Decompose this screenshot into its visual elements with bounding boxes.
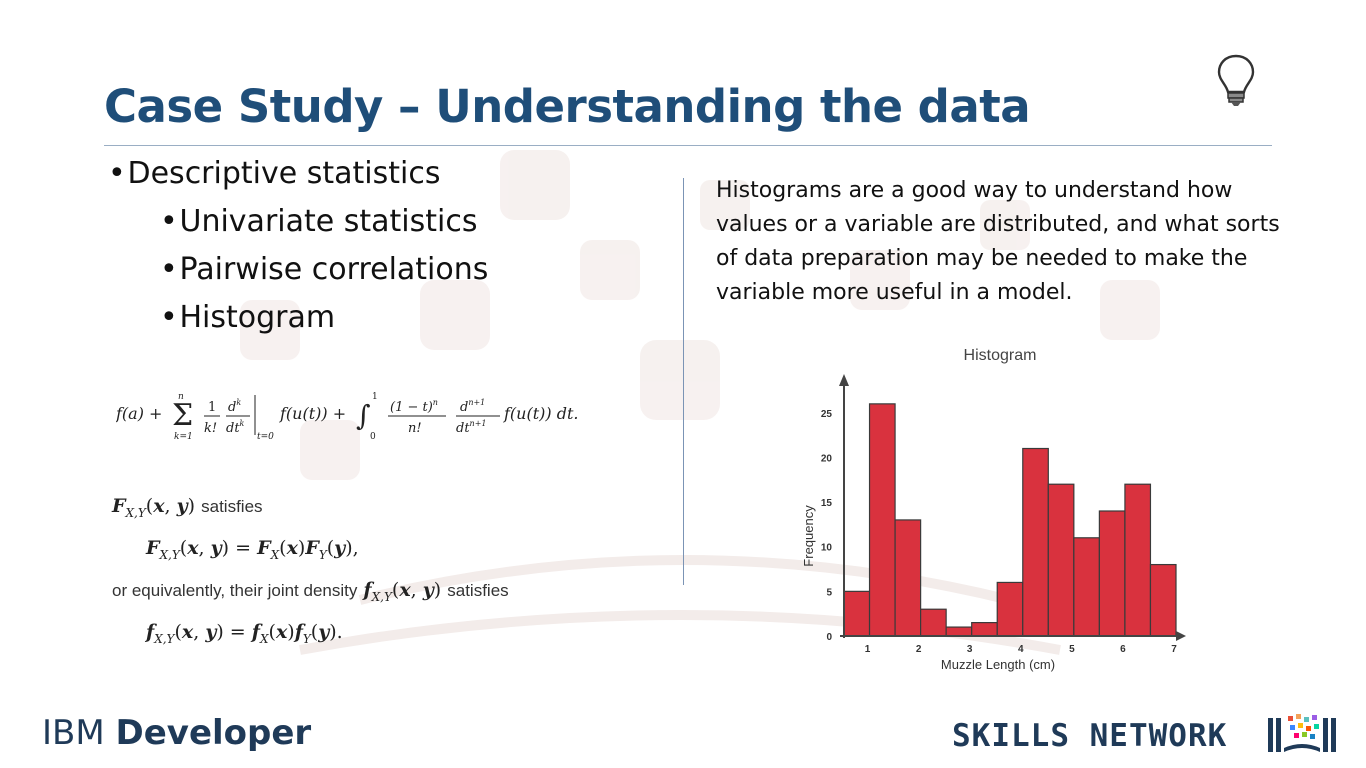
formula-line-2: FX,Y(x, y) = FX(x)FY(y), [146,537,359,562]
lightbulb-icon [1217,54,1255,106]
y-tick-label: 20 [821,453,833,464]
svg-text:dtn+1: dtn+1 [456,419,487,436]
slide-title: Case Study – Understanding the data [104,80,1031,133]
formula-line-4: fX,Y(x, y) = fX(x)fY(y). [146,621,343,646]
bullet-item: •Univariate statistics [160,204,477,239]
histogram-bar [894,519,922,637]
footer-brand-light: IBM [42,713,116,753]
histogram-bar [945,626,973,637]
svg-text:f(u(t)) +: f(u(t)) + [279,404,346,423]
svg-text:f(a) +: f(a) + [116,404,162,423]
taylor-formula-image: f(a) + Σ n k=1 1 k! dk dtk t=0 f(u(t)) +… [116,392,578,442]
bullet-text: Histogram [179,300,336,335]
chart-title: Histogram [964,347,1037,364]
formula-prose: or equivalently, their joint density [112,581,358,600]
bullet-text: Pairwise correlations [179,252,489,287]
formula-line-3: or equivalently, their joint density fX,… [112,579,509,604]
svg-text:k!: k! [204,421,217,436]
bullet-item: •Pairwise correlations [160,252,488,287]
svg-text:dtk: dtk [226,419,245,436]
column-divider [683,178,684,585]
histogram-bar [843,590,871,637]
histogram-bar [868,403,896,637]
bullet-item: •Descriptive statistics [108,156,440,191]
y-tick-label: 0 [826,632,832,643]
x-axis-arrow [1176,631,1186,641]
skills-network-logo [1268,714,1336,752]
x-tick-label: 3 [967,644,973,655]
x-tick-label: 7 [1171,644,1177,655]
formula-prose: satisfies [201,497,263,516]
chart-x-axis-label: Muzzle Length (cm) [941,657,1055,672]
histogram-bar [1098,510,1126,637]
x-tick-label: 5 [1069,644,1075,655]
svg-text:(1 − t)n: (1 − t)n [390,398,438,415]
histogram-bar [971,622,998,637]
svg-text:dk: dk [228,398,241,415]
histogram-description: Histograms are a good way to understand … [716,178,1280,305]
x-tick-label: 6 [1120,644,1126,655]
bullet-marker: • [160,300,178,335]
y-axis-arrow [839,374,849,386]
svg-text:n!: n! [408,421,422,436]
histogram-bar [1149,563,1177,637]
chart-y-axis-label: Frequency [801,505,816,567]
footer-brand-bold: Developer [115,713,312,753]
svg-text:k=1: k=1 [174,432,193,442]
y-tick-label: 15 [821,498,833,509]
histogram-bar [1022,447,1049,637]
svg-text:∫: ∫ [356,399,371,432]
bullet-marker: • [160,252,178,287]
svg-text:t=0: t=0 [257,432,274,442]
histogram-bar [1047,483,1075,637]
svg-text:0: 0 [370,432,376,442]
bullet-item: •Histogram [160,300,335,335]
x-tick-label: 1 [865,644,871,655]
bullet-text: Univariate statistics [179,204,478,239]
svg-text:1: 1 [208,400,216,415]
y-tick-label: 10 [821,543,833,554]
bullet-marker: • [108,156,126,191]
ibm-developer-logo: IBM Developer [42,713,311,753]
bullet-marker: • [160,204,178,239]
svg-text:1: 1 [372,392,378,402]
y-tick-label: 25 [821,409,833,420]
x-tick-label: 2 [916,644,922,655]
histogram-chart: Histogram Frequency Muzzle Length (cm) 1… [801,347,1186,672]
formula-prose: satisfies [447,581,509,600]
x-tick-label: 4 [1018,644,1024,655]
y-tick-label: 5 [826,587,832,598]
histogram-bar [1124,483,1152,637]
histogram-bar [1073,537,1100,637]
skills-network-wordmark: SKILLS NETWORK [952,718,1228,754]
histogram-bar [996,581,1024,637]
svg-text:Σ: Σ [172,398,193,433]
svg-text:f(u(t)) dt.: f(u(t)) dt. [503,404,578,423]
histogram-bar [920,608,947,637]
svg-text:n: n [178,392,184,402]
formula-line-1: FX,Y(x, y) satisfies [112,495,263,520]
bullet-text: Descriptive statistics [127,156,441,191]
title-divider [104,145,1272,146]
svg-text:dn+1: dn+1 [460,398,485,415]
